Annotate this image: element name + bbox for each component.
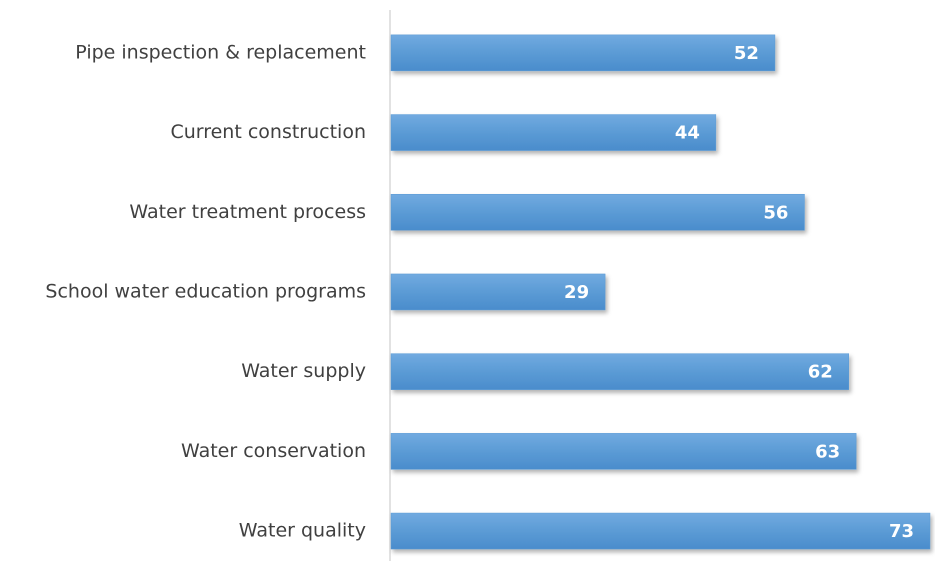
data-label: 56 [763,202,788,223]
bar [390,353,850,390]
bar [390,114,717,151]
category-label: Water quality [239,520,366,542]
data-label: 52 [734,43,759,64]
data-label: 29 [564,282,589,303]
bar [390,433,857,470]
data-label: 44 [675,123,700,144]
category-label: School water education programs [45,280,366,302]
category-label: Water conservation [181,440,366,462]
bar [390,273,606,311]
bar [390,34,776,72]
category-label: Current construction [170,121,366,143]
category-label: Water treatment process [129,201,366,223]
category-label: Water supply [241,360,366,382]
bar [390,512,931,550]
bar [390,194,805,231]
category-label: Pipe inspection & replacement [75,41,366,63]
data-label: 62 [808,362,833,383]
data-label: 63 [815,441,840,462]
data-label: 73 [889,521,914,542]
